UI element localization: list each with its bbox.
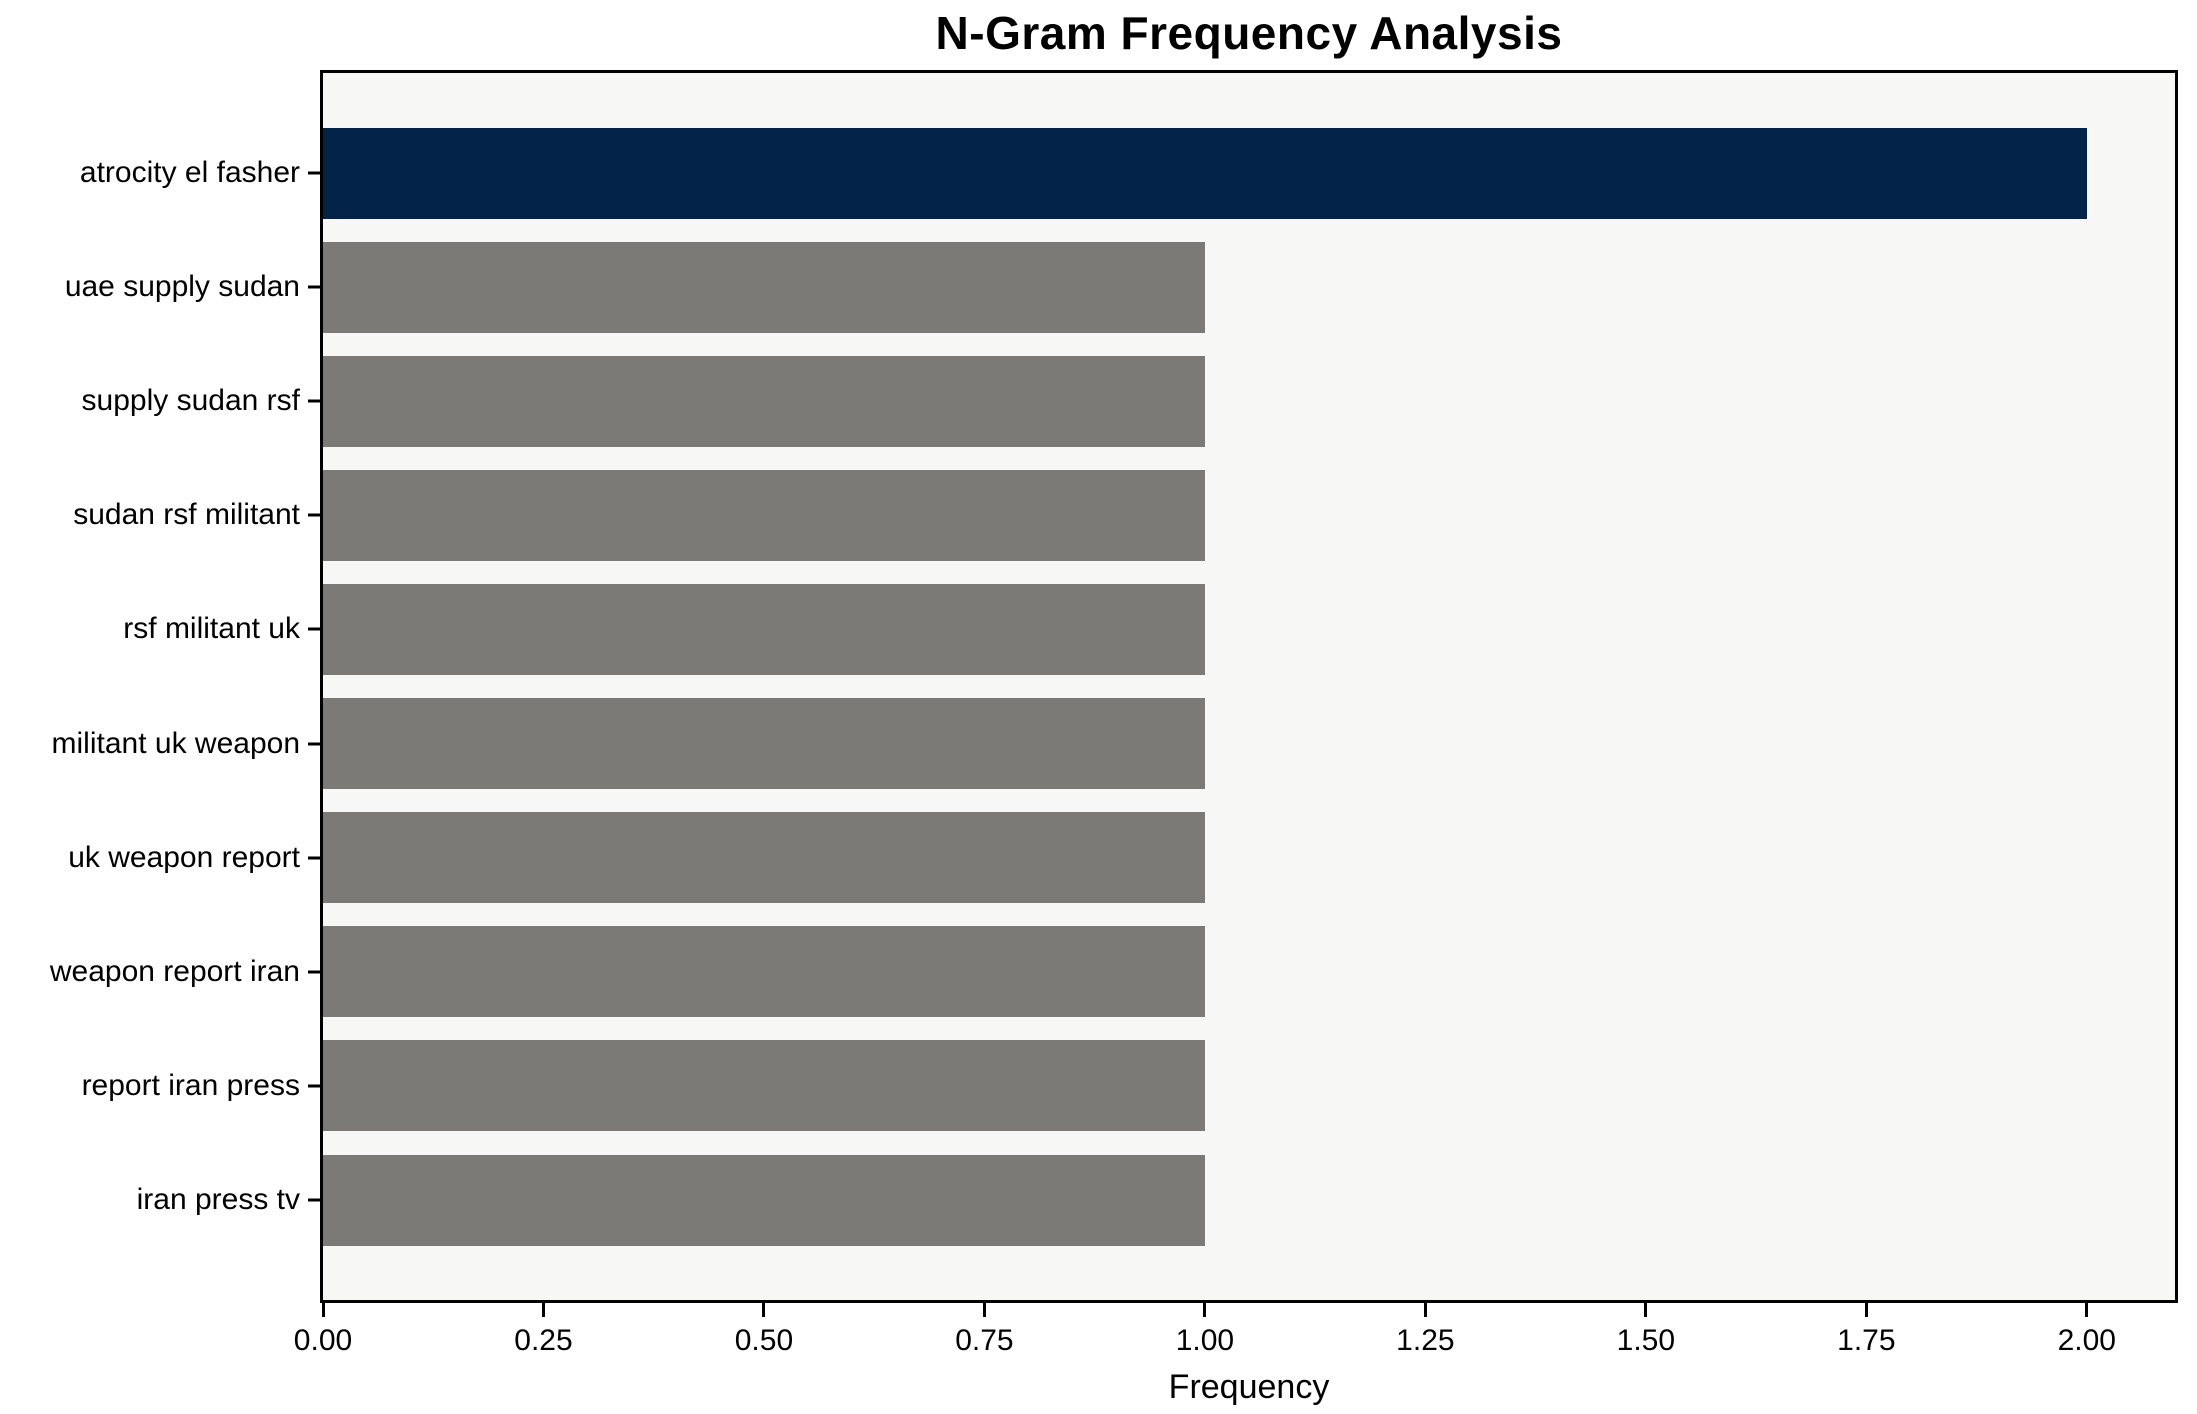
y-tick-label: atrocity el fasher: [79, 156, 300, 189]
x-tick-label: 0.50: [734, 1324, 794, 1357]
y-tick-label: weapon report iran: [49, 954, 300, 988]
bar: [323, 1154, 1205, 1246]
bar: [323, 241, 1205, 333]
x-tick-label: 1.75: [1837, 1324, 1896, 1357]
bar: [323, 355, 1205, 447]
x-tick-label: 1.00: [1175, 1324, 1235, 1357]
bar: [323, 469, 1205, 561]
x-tick-mark: [1203, 1303, 1207, 1317]
y-tick-mark: [308, 1084, 320, 1088]
y-tick-mark: [308, 1198, 320, 1202]
x-tick-mark: [541, 1303, 545, 1317]
y-tick-label: sudan rsf militant: [73, 498, 300, 532]
x-tick-mark: [762, 1303, 766, 1317]
y-tick-mark: [308, 399, 320, 403]
plot-area: [320, 70, 2178, 1303]
x-tick-label: 2.00: [2057, 1324, 2116, 1357]
y-tick-label: iran press tv: [136, 1183, 300, 1216]
y-tick-label: militant uk weapon: [51, 726, 300, 760]
y-tick-mark: [308, 742, 320, 746]
x-tick-label: 0.25: [514, 1324, 573, 1357]
y-tick-label: uk weapon report: [68, 840, 300, 874]
bar: [323, 127, 2087, 219]
y-tick-label: supply sudan rsf: [81, 384, 300, 418]
x-tick-label: 1.50: [1616, 1324, 1676, 1357]
y-tick-mark: [308, 970, 320, 974]
x-tick-mark: [1864, 1303, 1868, 1317]
y-tick-mark: [308, 285, 320, 289]
x-tick-mark: [1423, 1303, 1427, 1317]
x-tick-mark: [982, 1303, 986, 1317]
x-tick-mark: [321, 1303, 325, 1317]
bar: [323, 583, 1205, 675]
x-tick-mark: [1644, 1303, 1648, 1317]
bar: [323, 812, 1205, 904]
bar: [323, 698, 1205, 790]
chart-title: N-Gram Frequency Analysis: [935, 7, 1563, 59]
bar: [323, 926, 1205, 1018]
y-tick-mark: [308, 513, 320, 517]
x-axis-title: Frequency: [1168, 1368, 1330, 1406]
y-tick-label: uae supply sudan: [64, 270, 300, 304]
y-tick-label: report iran press: [81, 1068, 300, 1102]
y-tick-label: rsf militant uk: [123, 612, 300, 646]
x-tick-label: 1.25: [1396, 1324, 1455, 1357]
y-tick-mark: [308, 627, 320, 631]
x-tick-mark: [2085, 1303, 2089, 1317]
y-tick-mark: [308, 856, 320, 860]
x-tick-label: 0.75: [955, 1324, 1014, 1357]
x-tick-label: 0.00: [293, 1324, 353, 1357]
bar: [323, 1040, 1205, 1132]
y-tick-mark: [308, 171, 320, 175]
